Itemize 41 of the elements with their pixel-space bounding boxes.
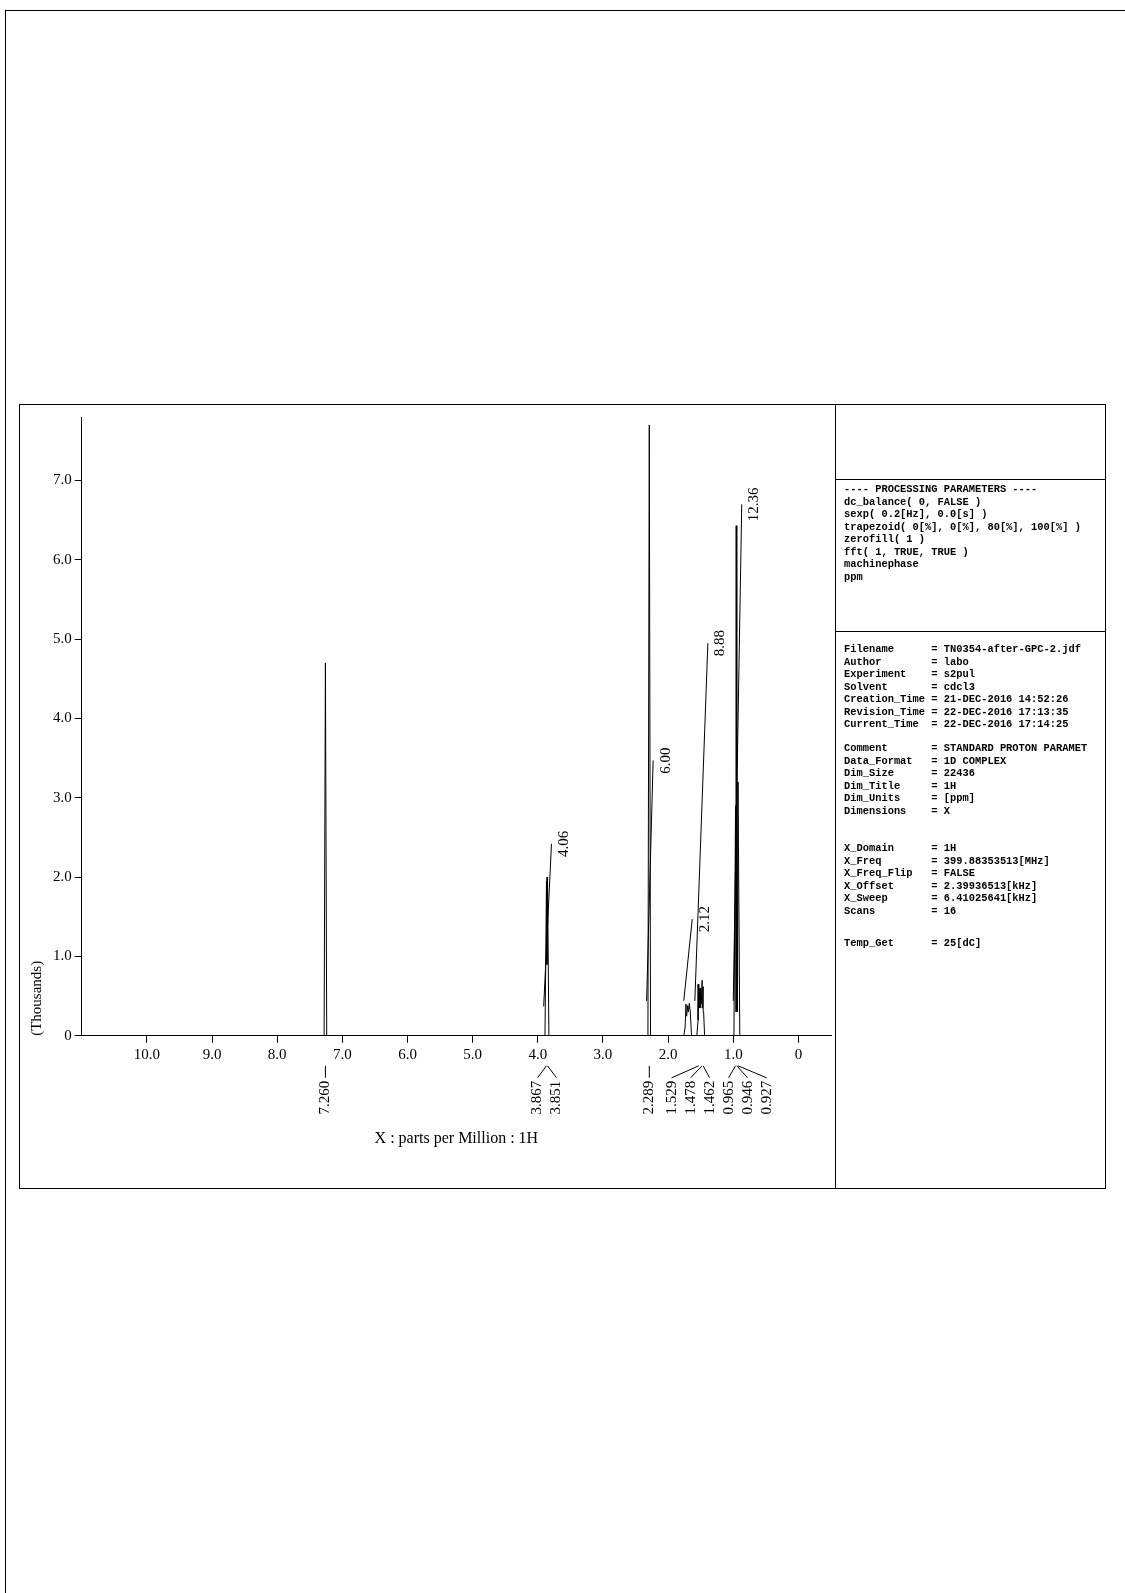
y-tick-label: 3.0 xyxy=(53,788,72,805)
annotation: 6.00 xyxy=(656,747,673,774)
x-tick-label: 3.0 xyxy=(593,1045,613,1062)
y-tick-label: 5.0 xyxy=(53,630,72,647)
annotation: 2.12 xyxy=(695,906,712,933)
x-tick-label: 5.0 xyxy=(463,1045,483,1062)
text: Comment = STANDARD PROTON PARAMET Data_Format = 1D COMPLEX Dim_Size = 22436 Dim_Title = 1H Dim_Units = [ppm] Dimensions = X xyxy=(844,742,1088,817)
x-tick-label: 10.0 xyxy=(133,1045,161,1062)
annotation: 3.851 xyxy=(547,1080,564,1115)
annotation: 4.06 xyxy=(554,830,571,857)
x-tick-label: 8.0 xyxy=(267,1045,287,1062)
text: Temp_Get = 25[dC] xyxy=(844,937,982,950)
y-tick-label: 1.0 xyxy=(53,947,72,964)
x-tick-label: 7.0 xyxy=(332,1045,352,1062)
annotation: 1.478 xyxy=(681,1080,698,1115)
annotation: 0.946 xyxy=(738,1080,755,1115)
text: X_Domain = 1H X_Freq = 399.88353513[MHz] X_Freq_Flip = FALSE X_Offset = 2.39936513[kHz] X_Sweep = 6.41025641[kHz] Scans = 16 xyxy=(844,842,1050,917)
y-axis-title: (Thousands) xyxy=(27,960,45,1036)
y-tick-label: 4.0 xyxy=(53,709,72,726)
annotation: 0.965 xyxy=(719,1080,736,1115)
annotation: 7.260 xyxy=(316,1080,333,1115)
annotation: 1.462 xyxy=(700,1080,717,1115)
x-axis-title: X : parts per Million : 1H xyxy=(374,1128,539,1147)
y-tick-label: 2.0 xyxy=(53,868,72,885)
annotation: 2.289 xyxy=(640,1080,657,1115)
annotation: 0.927 xyxy=(757,1080,774,1115)
y-tick-label: 6.0 xyxy=(53,550,72,567)
x-tick-label: 0 xyxy=(794,1045,803,1062)
annotation: 1.529 xyxy=(662,1080,679,1115)
x-tick-label: 6.0 xyxy=(398,1045,417,1062)
x-tick-label: 9.0 xyxy=(202,1045,222,1062)
text: ---- PROCESSING PARAMETERS ---- dc_balance( 0, FALSE ) sexp( 0.2[Hz], 0.0[s] ) trapezoid( 0[%], 0[%], 80[%], 100[%] ) zerofill( 1 ) fft( 1, TRUE, TRUE ) machinephase ppm xyxy=(844,483,1081,583)
y-tick-label: 0 xyxy=(64,1026,72,1043)
x-tick-label: 1.0 xyxy=(723,1045,743,1062)
annotation: 3.867 xyxy=(528,1080,545,1115)
annotation: 12.36 xyxy=(745,486,762,522)
x-tick-label: 2.0 xyxy=(658,1045,678,1062)
annotation: 8.88 xyxy=(711,629,728,657)
text: Filename = TN0354-after-GPC-2.jdf Author = labo Experiment = s2pul Solvent = cdcl3 Creation_Time = 21-DEC-2016 14:52:26 Revision_Time = 22-DEC-2016 17:13:35 Current_Time = 22-DEC-2016 17:14:25 xyxy=(844,643,1081,731)
x-tick-label: 4.0 xyxy=(528,1045,548,1062)
y-tick-label: 7.0 xyxy=(53,471,72,488)
